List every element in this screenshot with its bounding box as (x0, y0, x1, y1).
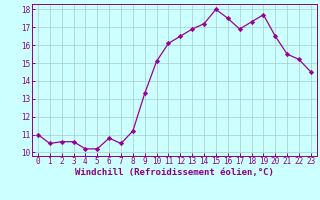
X-axis label: Windchill (Refroidissement éolien,°C): Windchill (Refroidissement éolien,°C) (75, 168, 274, 177)
